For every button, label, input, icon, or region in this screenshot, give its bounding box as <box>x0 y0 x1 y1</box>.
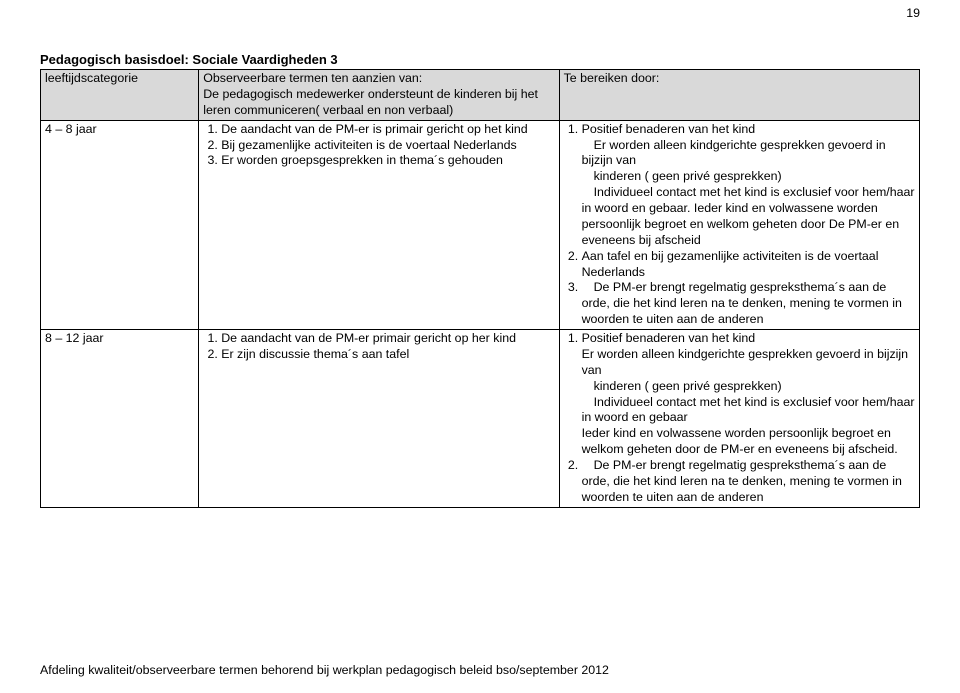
reach-text: Er worden alleen kindgerichte gesprekken… <box>582 347 908 377</box>
observable-item: Er worden groepsgesprekken in thema´s ge… <box>221 153 554 169</box>
header-col-reach: Te bereiken door: <box>559 70 919 121</box>
observable-item: Bij gezamenlijke activiteiten is de voer… <box>221 138 554 154</box>
document-title: Pedagogisch basisdoel: Sociale Vaardighe… <box>40 52 920 67</box>
reach-item: Positief benaderen van het kind Er worde… <box>582 122 915 249</box>
page-footer: Afdeling kwaliteit/observeerbare termen … <box>40 663 609 677</box>
table-row: 8 – 12 jaar De aandacht van de PM-er pri… <box>41 330 920 508</box>
observable-item: De aandacht van de PM-er is primair geri… <box>221 122 554 138</box>
cell-age: 4 – 8 jaar <box>41 120 199 329</box>
reach-text: De PM-er brengt regelmatig gespreksthema… <box>582 458 902 504</box>
reach-text: kinderen ( geen privé gesprekken) <box>582 169 782 183</box>
reach-text: Ieder kind en volwassene worden persoonl… <box>582 426 898 456</box>
header-observable-line2: De pedagogisch medewerker ondersteunt de… <box>203 87 538 117</box>
reach-text: Positief benaderen van het kind <box>582 331 756 345</box>
table-header-row: leeftijdscategorie Observeerbare termen … <box>41 70 920 121</box>
observable-item: Er zijn discussie thema´s aan tafel <box>221 347 554 363</box>
content-table: leeftijdscategorie Observeerbare termen … <box>40 69 920 508</box>
reach-item: Aan tafel en bij gezamenlijke activiteit… <box>582 249 915 281</box>
cell-observable: De aandacht van de PM-er is primair geri… <box>199 120 559 329</box>
reach-item: De PM-er brengt regelmatig gespreksthema… <box>582 458 915 506</box>
page-number: 19 <box>906 6 920 20</box>
cell-age: 8 – 12 jaar <box>41 330 199 508</box>
observable-item: De aandacht van de PM-er primair gericht… <box>221 331 554 347</box>
header-observable-line1: Observeerbare termen ten aanzien van: <box>203 71 422 85</box>
header-col-observable: Observeerbare termen ten aanzien van: De… <box>199 70 559 121</box>
cell-reach: Positief benaderen van het kind Er worde… <box>559 330 919 508</box>
header-col-age: leeftijdscategorie <box>41 70 199 121</box>
reach-text: Individueel contact met het kind is excl… <box>582 395 915 425</box>
cell-observable: De aandacht van de PM-er primair gericht… <box>199 330 559 508</box>
reach-item: Positief benaderen van het kind Er worde… <box>582 331 915 458</box>
reach-text: Individueel contact met het kind is excl… <box>582 185 915 247</box>
reach-text: De PM-er brengt regelmatig gespreksthema… <box>582 280 902 326</box>
table-row: 4 – 8 jaar De aandacht van de PM-er is p… <box>41 120 920 329</box>
reach-item: De PM-er brengt regelmatig gespreksthema… <box>582 280 915 328</box>
page: 19 Pedagogisch basisdoel: Sociale Vaardi… <box>0 0 960 693</box>
cell-reach: Positief benaderen van het kind Er worde… <box>559 120 919 329</box>
reach-text: Positief benaderen van het kind <box>582 122 756 136</box>
reach-text: Er worden alleen kindgerichte gesprekken… <box>582 138 886 168</box>
reach-text: kinderen ( geen privé gesprekken) <box>582 379 782 393</box>
